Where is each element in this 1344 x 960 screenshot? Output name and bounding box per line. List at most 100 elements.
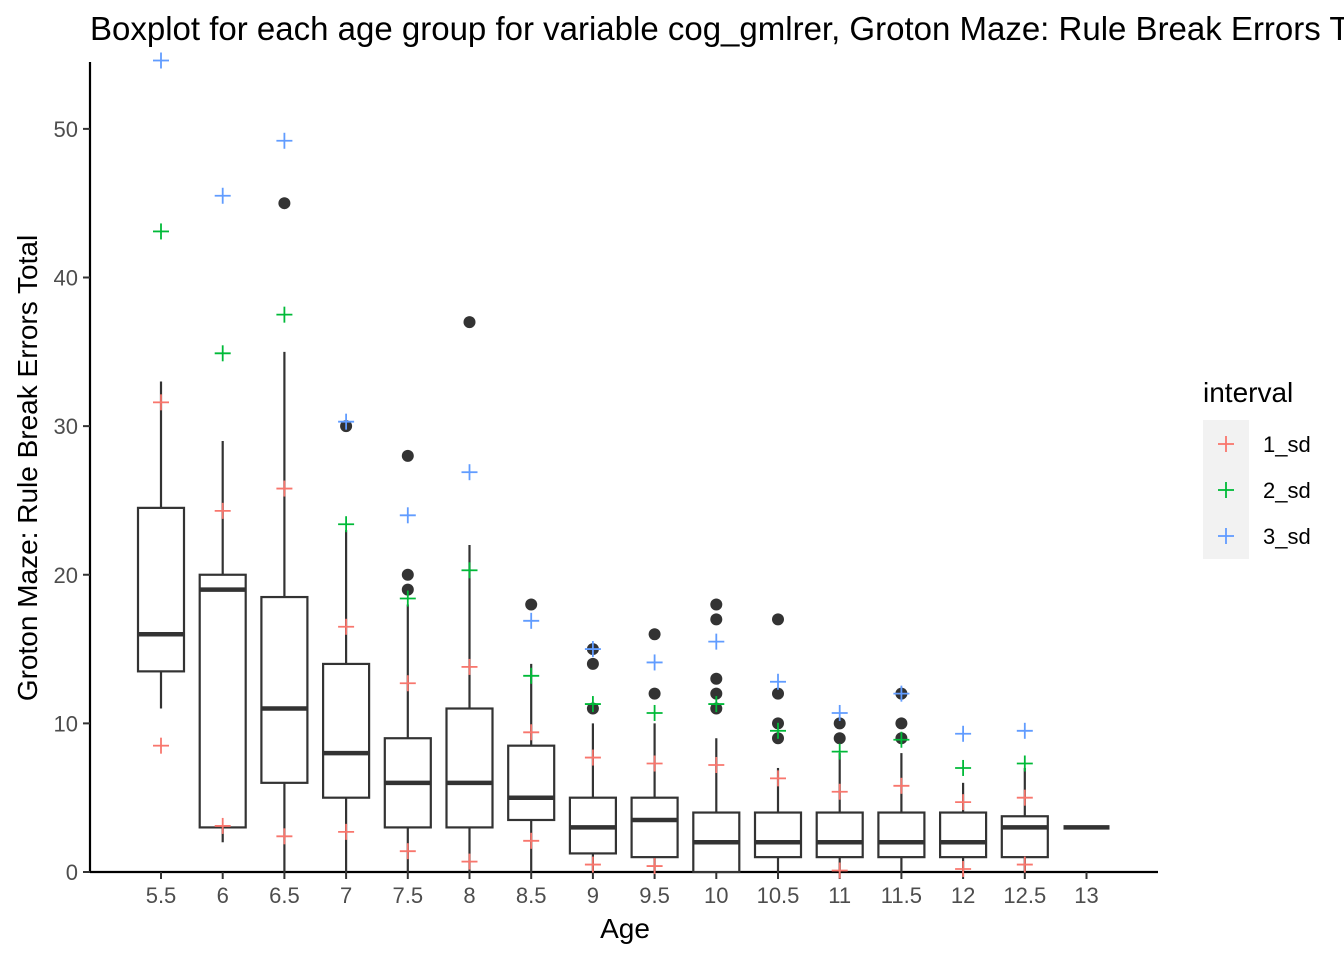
outlier-point: [401, 568, 414, 581]
interval-2_sd-marker: [831, 743, 848, 760]
outlier-point: [772, 613, 784, 626]
interval-2_sd-marker: [461, 562, 478, 579]
interval-3_sd-marker: [214, 187, 231, 204]
box-iqr: [753, 811, 803, 859]
legend-label-3_sd: 3_sd: [1263, 524, 1311, 549]
interval-2_sd-marker: [584, 696, 601, 713]
interval-3_sd-marker: [770, 673, 786, 690]
interval-3_sd-marker: [1016, 722, 1033, 739]
outlier-points: [278, 197, 908, 745]
interval-2_sd-marker: [399, 590, 416, 607]
y-tick-label: 10: [54, 711, 78, 736]
box-iqr: [136, 506, 186, 673]
interval-1_sd-marker: [276, 480, 293, 497]
interval-3_sd-marker: [893, 685, 910, 702]
y-axis-label: Groton Maze: Rule Break Errors Total: [12, 235, 43, 701]
box-11: [815, 753, 864, 872]
legend-title: interval: [1203, 377, 1293, 408]
interval-1_sd-marker: [461, 658, 478, 675]
interval-1_sd-marker: [770, 770, 786, 787]
x-tick-label: 9.5: [639, 883, 670, 908]
interval-1_sd-marker: [955, 861, 972, 878]
interval-1_sd-marker: [338, 823, 355, 840]
x-tick-label: 6: [217, 883, 229, 908]
interval-1_sd-marker: [584, 749, 601, 766]
x-tick-label: 7.5: [393, 883, 424, 908]
box-iqr: [1000, 815, 1049, 859]
legend-label-2_sd: 2_sd: [1263, 478, 1311, 503]
box-iqr: [938, 811, 988, 859]
outlier-point: [401, 583, 414, 596]
y-tick-label: 40: [54, 266, 78, 291]
box-10: [692, 738, 741, 874]
chart-title: Boxplot for each age group for variable …: [90, 10, 1344, 47]
interval-3_sd-marker: [276, 132, 293, 149]
x-tick-label: 8: [463, 883, 475, 908]
interval-1_sd-marker: [214, 817, 231, 834]
y-tick-label: 50: [54, 117, 78, 142]
interval-markers: [153, 52, 1033, 879]
box-5.5: [136, 381, 186, 709]
legend-key-3_sd: [1218, 528, 1234, 544]
outlier-point: [833, 717, 846, 730]
interval-2_sd-marker: [708, 696, 725, 713]
interval-1_sd-marker: [523, 724, 540, 741]
box-iqr: [198, 573, 247, 829]
interval-2_sd-marker: [646, 704, 663, 721]
outlier-point: [772, 687, 784, 700]
x-tick-label: 11.5: [881, 883, 922, 908]
interval-1_sd-marker: [399, 843, 416, 860]
x-tick-label: 13: [1074, 883, 1098, 908]
interval-3_sd-marker: [153, 52, 169, 69]
box-9: [568, 723, 618, 872]
interval-2_sd-marker: [214, 345, 231, 362]
x-tick-label: 5.5: [146, 883, 177, 908]
x-tick-label: 10.5: [757, 883, 800, 908]
interval-3_sd-marker: [584, 641, 601, 658]
outlier-point: [710, 613, 723, 626]
outlier-point: [401, 449, 414, 462]
x-axis-label: Age: [600, 913, 650, 944]
box-iqr: [445, 707, 494, 829]
box-iqr: [260, 595, 309, 784]
interval-3_sd-marker: [955, 725, 972, 742]
interval-3_sd-marker: [646, 654, 663, 671]
legend: interval 1_sd 2_sd 3_sd: [1203, 377, 1311, 559]
interval-2_sd-marker: [893, 731, 910, 748]
box-series: [136, 351, 1110, 874]
outlier-point: [648, 628, 661, 641]
box-8: [445, 545, 494, 872]
interval-1_sd-marker: [523, 832, 540, 849]
outlier-point: [895, 717, 908, 730]
box-6: [198, 440, 247, 843]
legend-label-1_sd: 1_sd: [1263, 432, 1311, 457]
interval-3_sd-marker: [461, 464, 478, 481]
y-axis: 0 10 20 30 40 50: [54, 62, 92, 885]
interval-1_sd-marker: [153, 394, 169, 411]
y-tick-label: 30: [54, 414, 78, 439]
x-tick-label: 6.5: [269, 883, 300, 908]
box-10.5: [753, 767, 803, 872]
box-iqr: [630, 796, 679, 859]
interval-2_sd-marker: [338, 516, 355, 533]
x-tick-label: 10: [704, 883, 728, 908]
interval-1_sd-marker: [955, 794, 972, 811]
box-9.5: [630, 723, 679, 872]
outlier-point: [278, 197, 291, 210]
y-tick-label: 20: [54, 563, 78, 588]
outlier-point: [648, 687, 661, 700]
interval-1_sd-marker: [1016, 856, 1033, 873]
y-tick-label: 0: [66, 860, 78, 885]
interval-1_sd-marker: [276, 828, 293, 845]
box-12.5: [1000, 767, 1049, 872]
box-6.5: [260, 351, 309, 872]
outlier-point: [586, 657, 599, 670]
interval-3_sd-marker: [708, 633, 725, 650]
box-8.5: [507, 663, 556, 872]
x-tick-label: 7: [340, 883, 352, 908]
interval-3_sd-marker: [399, 507, 416, 524]
x-tick-label: 12.5: [1003, 883, 1046, 908]
interval-1_sd-marker: [831, 862, 848, 879]
interval-1_sd-marker: [338, 618, 355, 635]
